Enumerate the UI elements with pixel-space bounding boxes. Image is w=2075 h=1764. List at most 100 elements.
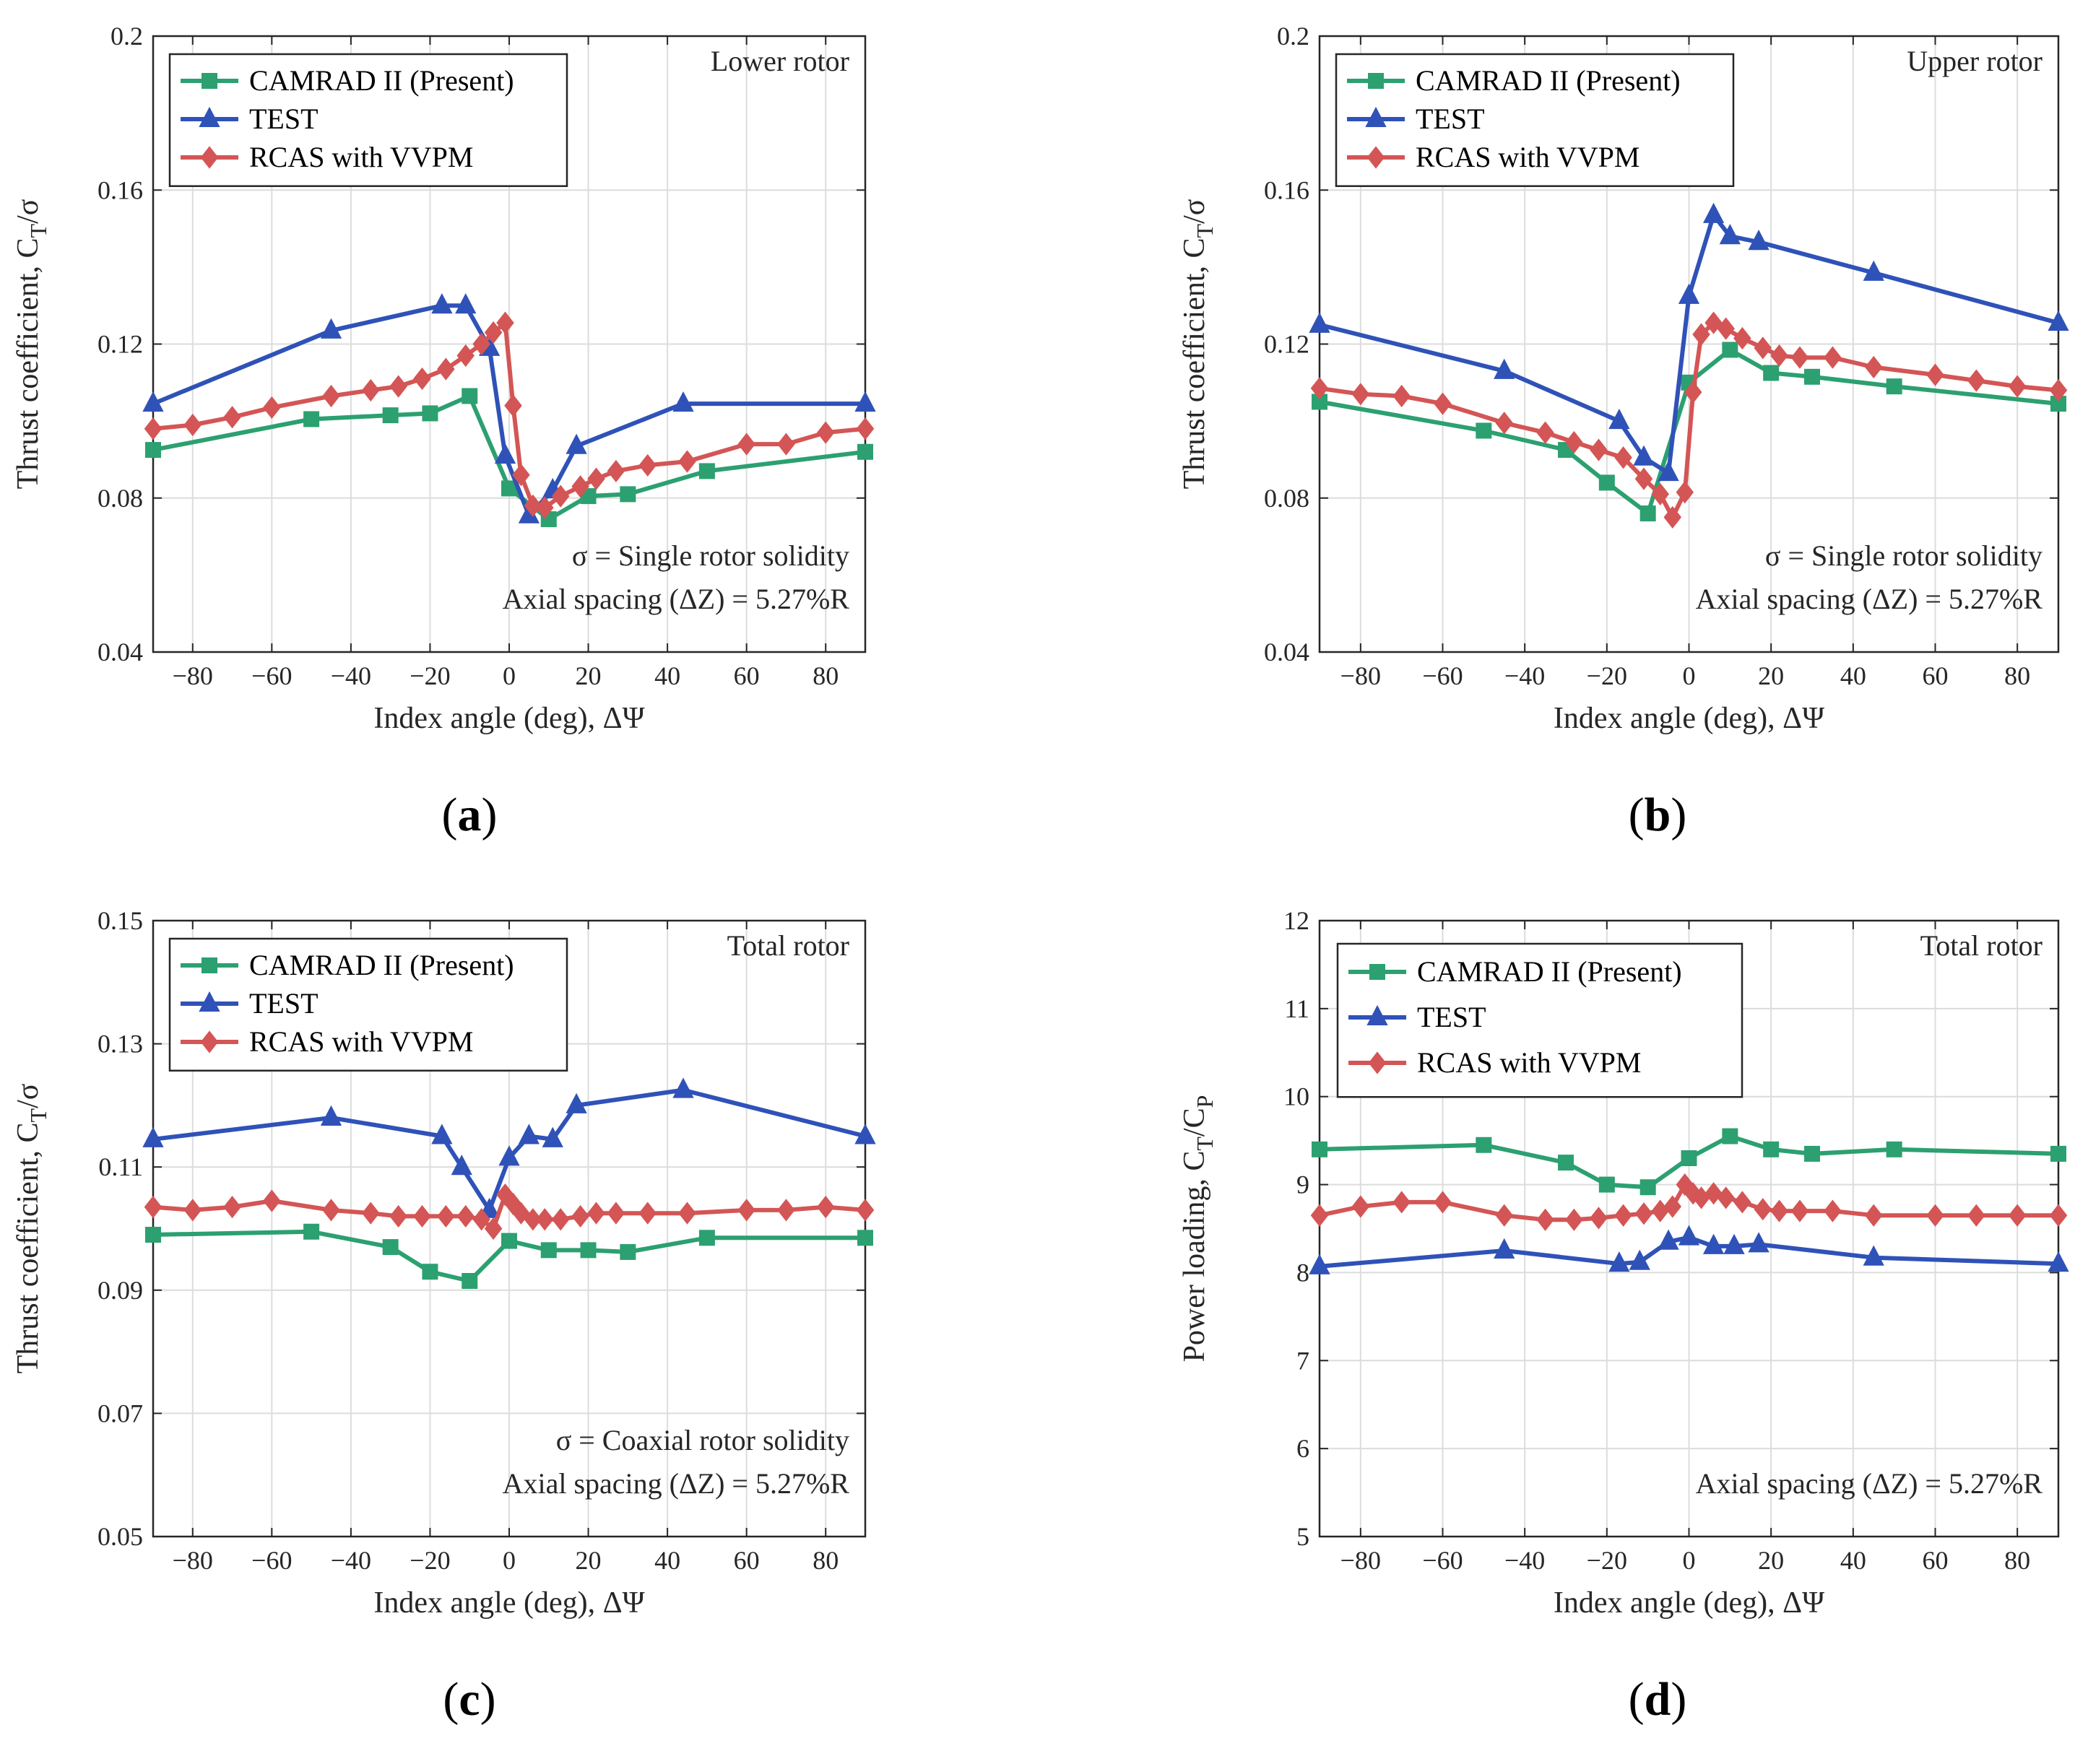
annotation: Axial spacing (ΔZ) = 5.27%R [503,583,850,615]
legend-label: TEST [249,987,319,1020]
y-tick-label: 0.04 [1264,638,1309,666]
y-tick-label: 0.07 [98,1399,143,1428]
data-point [1598,1176,1615,1193]
x-tick-label: 40 [654,661,680,690]
y-axis-title-main: Power loading, C [1178,1151,1211,1363]
y-tick-label: 0.2 [111,22,143,51]
data-point [1476,422,1492,439]
x-tick-label: 40 [1840,1546,1866,1575]
y-tick-label: 9 [1296,1170,1309,1199]
legend-marker [199,991,220,1012]
data-point [620,486,636,503]
y-tick-label: 0.16 [1264,175,1309,204]
y-tick-label: 0.12 [98,330,143,359]
data-point [1658,460,1679,482]
legend-label: RCAS with VVPM [1416,141,1639,173]
data-point [1824,1199,1842,1222]
data-point [1663,1195,1682,1218]
data-point [587,467,605,490]
data-point [678,450,696,473]
panel-label: (c) [443,1673,495,1726]
x-tick-label: 60 [734,1546,760,1575]
data-point [1748,230,1769,251]
legend: CAMRAD II (Present) TEST RCAS with VVPM [1335,53,1735,187]
panel-label: (a) [442,788,498,841]
data-point [777,433,795,456]
data-point [1392,1191,1411,1214]
data-point [1681,1150,1697,1167]
rotor-title: Total rotor [727,929,849,962]
data-point [1494,1238,1515,1259]
data-point [607,459,625,483]
data-point [1633,445,1655,466]
data-point [1702,202,1725,223]
data-point [1967,1204,1985,1227]
x-tick-label: −20 [410,661,450,690]
annotation: σ = Single rotor solidity [572,539,849,572]
y-axis-title-sub: T [1192,1137,1218,1151]
x-tick-label: −40 [1504,1546,1545,1575]
data-point [362,1202,380,1225]
data-point [1733,326,1751,350]
panel-label-close: ) [482,788,498,841]
y-axis-title-tail: /σ [1178,199,1211,224]
data-point [1754,1198,1772,1221]
annotation: Axial spacing (ΔZ) = 5.27%R [1696,1467,2043,1500]
panel-label-close: ) [1671,1673,1686,1726]
x-axis-title: Index angle (deg), ΔΨ [1554,1586,1824,1620]
data-point [389,1204,407,1228]
panel-label-letter: c [459,1673,480,1726]
data-point [678,1202,696,1225]
data-point [1886,1141,1902,1157]
data-point [1692,323,1710,346]
y-tick-label: 0.12 [1264,330,1309,359]
x-tick-label: 60 [1923,1546,1949,1575]
data-point [566,1092,587,1113]
data-point [1926,363,1944,386]
data-point [1804,368,1820,385]
x-tick-label: −40 [331,1546,371,1575]
y-tick-label: 0.08 [1264,484,1309,513]
data-point [1863,260,1884,281]
x-tick-label: −60 [1422,661,1463,690]
data-point [638,1202,657,1225]
data-point [777,1199,795,1222]
x-tick-label: 0 [503,1546,516,1575]
data-point [472,1208,490,1231]
x-tick-label: 80 [2004,1546,2030,1575]
annotation: σ = Single rotor solidity [1765,539,2042,572]
annotation: Axial spacing (ΔZ) = 5.27%R [1696,583,2043,615]
series-diamond [1310,1173,2068,1231]
data-point [1309,312,1330,333]
data-point [524,1208,542,1231]
data-point [2050,1145,2066,1162]
data-point [854,1124,876,1144]
data-point [1565,1208,1583,1231]
data-point [1639,1179,1656,1196]
data-point [462,1273,478,1290]
data-point [145,442,161,459]
data-point [1678,283,1700,304]
data-point [1967,369,1985,392]
data-point [437,357,455,381]
data-point [1476,1137,1492,1153]
series-triangle [142,293,876,523]
annotation: Axial spacing (ΔZ) = 5.27%R [503,1467,850,1500]
legend-marker [1365,106,1387,127]
data-point [672,1077,694,1098]
y-tick-label: 0.11 [98,1152,143,1181]
legend: CAMRAD II (Present) TEST RCAS with VVPM [168,937,568,1072]
data-point [1608,408,1630,430]
data-point [571,475,589,498]
data-point [1678,1225,1700,1246]
panel-label-letter: b [1645,788,1671,841]
x-axis-title: Index angle (deg), ΔΨ [1554,702,1824,735]
data-point [1790,346,1809,369]
y-axis-title: Thrust coefficient, CT/σ [1178,199,1218,490]
data-point [413,1204,431,1228]
data-point [1722,342,1738,358]
data-point [607,1202,625,1225]
series-diamond [1310,311,2068,529]
data-point [854,391,876,412]
data-point [698,463,715,479]
